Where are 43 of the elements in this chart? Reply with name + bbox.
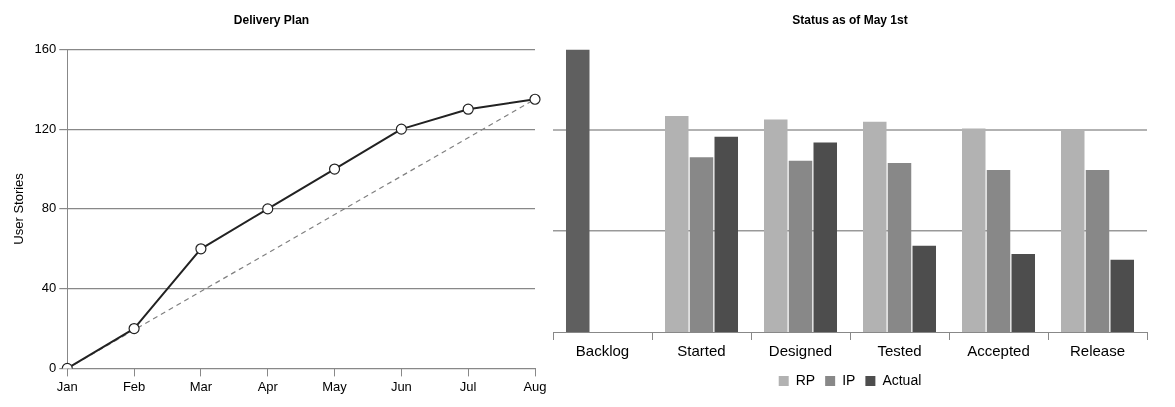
x-tick-label: Started [677,342,726,360]
bar [912,245,937,332]
point [195,243,207,255]
point [395,123,407,135]
bar [1011,254,1036,332]
bar [961,128,986,332]
legend-label: Actual [882,371,922,388]
x-tick-label: Feb [122,378,146,394]
bar [565,49,590,332]
y-tick-label: 80 [41,200,57,216]
point [529,93,541,105]
x-tick-label: Jul [459,378,477,394]
point [128,322,140,335]
x-tick-label: Tested [877,342,922,360]
x-tick-label: Mar [189,378,213,394]
legend-label: IP [842,371,856,388]
point [328,163,341,175]
bar [763,119,788,332]
bar [714,136,739,332]
point [462,103,474,115]
x-tick-label: Release [1069,342,1126,360]
chart-title: Status as of May 1st [792,12,908,27]
y-axis-title: User Stories [11,172,27,245]
y-tick-label: 40 [41,280,57,296]
x-tick-label: Jan [56,378,78,394]
x-tick-label: Jun [390,378,412,394]
bar [1110,259,1135,332]
x-tick-label: Apr [257,378,279,394]
y-tick-label: 160 [34,40,57,56]
y-tick-label: 0 [49,359,57,375]
bar [862,121,887,332]
point [262,203,274,215]
x-tick-label: Aug [523,378,547,394]
x-tick-label: Backlog [575,342,630,360]
legend-label: RP [795,371,816,388]
x-tick-label: Designed [768,342,833,360]
x-tick-label: May [322,378,348,394]
chart-title: Delivery Plan [233,12,310,27]
bar [664,116,689,332]
x-tick-label: Accepted [967,342,1030,360]
bar [1060,129,1085,332]
y-tick-label: 120 [34,120,57,136]
bar [813,142,838,332]
